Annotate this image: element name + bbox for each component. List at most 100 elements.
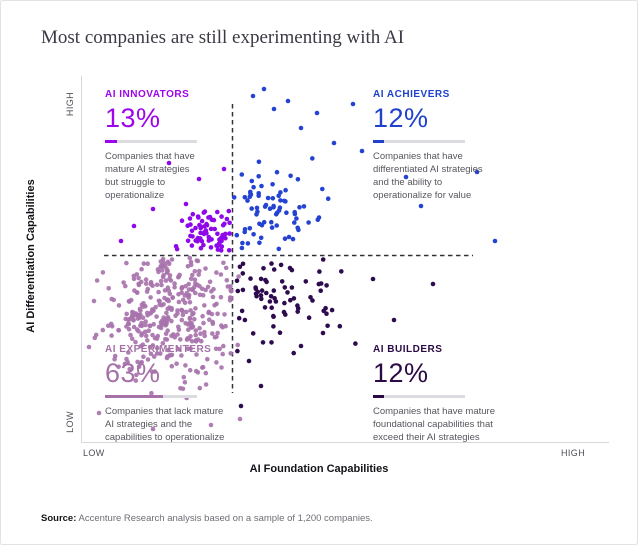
data-point (151, 354, 157, 359)
data-point (317, 269, 322, 274)
data-point (283, 187, 288, 193)
data-point (108, 321, 114, 327)
data-point (187, 315, 193, 321)
data-point (237, 264, 243, 270)
data-point (273, 299, 279, 304)
data-point (178, 337, 183, 342)
data-point (219, 214, 224, 219)
data-point (124, 311, 129, 317)
data-point (207, 236, 212, 241)
data-point (197, 325, 202, 331)
data-point (228, 289, 234, 294)
data-point (139, 359, 144, 365)
data-point (270, 182, 275, 187)
data-point (116, 303, 122, 308)
data-point (246, 358, 252, 364)
data-point (126, 326, 132, 332)
data-point (223, 236, 228, 241)
data-point (278, 262, 284, 268)
data-point (160, 341, 166, 346)
data-point (251, 184, 256, 190)
data-point (298, 343, 304, 349)
data-point (150, 206, 156, 212)
data-point (213, 346, 219, 352)
data-point (210, 294, 216, 300)
data-point (320, 186, 325, 192)
data-point (149, 369, 155, 375)
data-point (267, 299, 273, 304)
data-point (202, 329, 207, 335)
data-point (249, 206, 254, 211)
quadrant-description: Companies that have mature AI strategies… (105, 151, 195, 201)
data-point (141, 354, 146, 360)
data-point (219, 365, 224, 370)
data-point (239, 308, 245, 314)
data-point (170, 295, 175, 301)
data-point (370, 276, 376, 282)
data-point (210, 331, 215, 336)
data-point (254, 205, 260, 211)
data-point (180, 312, 186, 318)
data-point (271, 313, 276, 319)
data-point (116, 327, 121, 333)
data-point (156, 298, 162, 304)
data-point (167, 276, 172, 282)
data-point (271, 267, 277, 272)
data-point (187, 216, 193, 221)
data-point (237, 416, 243, 422)
data-point (198, 331, 203, 337)
y-axis-low-label: LOW (65, 411, 75, 433)
scatter-points (86, 86, 498, 432)
data-point (294, 216, 299, 221)
data-point (271, 288, 277, 293)
data-point (138, 308, 143, 314)
data-point (154, 351, 160, 356)
data-point (106, 286, 111, 291)
data-point (163, 278, 169, 283)
data-point (203, 266, 208, 271)
data-point (176, 292, 181, 297)
data-point (179, 286, 184, 291)
data-point (292, 220, 297, 225)
data-point (133, 378, 139, 383)
data-point (314, 110, 320, 116)
data-point (285, 290, 290, 295)
data-point (100, 327, 106, 333)
data-point (165, 306, 170, 312)
data-point (221, 166, 227, 172)
quadrant-block-innovators: AI INNOVATORS 13% Companies that have ma… (105, 89, 197, 202)
y-axis-title: AI Differentiation Capabilities (25, 179, 37, 333)
data-point (160, 274, 166, 280)
quadrant-description: Companies that have differentiated AI st… (373, 151, 483, 201)
data-point (288, 173, 293, 179)
data-point (127, 317, 132, 322)
data-point (129, 336, 135, 342)
data-point (179, 218, 185, 223)
data-point (278, 198, 283, 203)
data-point (259, 296, 264, 302)
data-point (196, 236, 201, 242)
data-point (217, 346, 222, 352)
data-point (133, 339, 138, 345)
data-point (208, 226, 214, 232)
data-point (144, 289, 150, 294)
data-point (235, 342, 240, 348)
data-point (284, 210, 289, 215)
data-point (166, 298, 171, 304)
data-point (138, 343, 144, 349)
data-point (289, 285, 295, 290)
data-point (183, 284, 188, 289)
quadrant-percentage: 13% (105, 103, 161, 133)
data-point (209, 217, 215, 222)
quadrant-progress-bar (105, 395, 197, 398)
data-point (163, 322, 169, 327)
data-point (268, 294, 274, 299)
data-point (248, 189, 253, 195)
data-point (118, 238, 124, 244)
data-point (279, 279, 285, 284)
data-point (215, 330, 220, 336)
data-point (159, 282, 164, 288)
data-point (202, 303, 207, 308)
data-point (278, 190, 283, 195)
data-point (295, 303, 300, 308)
